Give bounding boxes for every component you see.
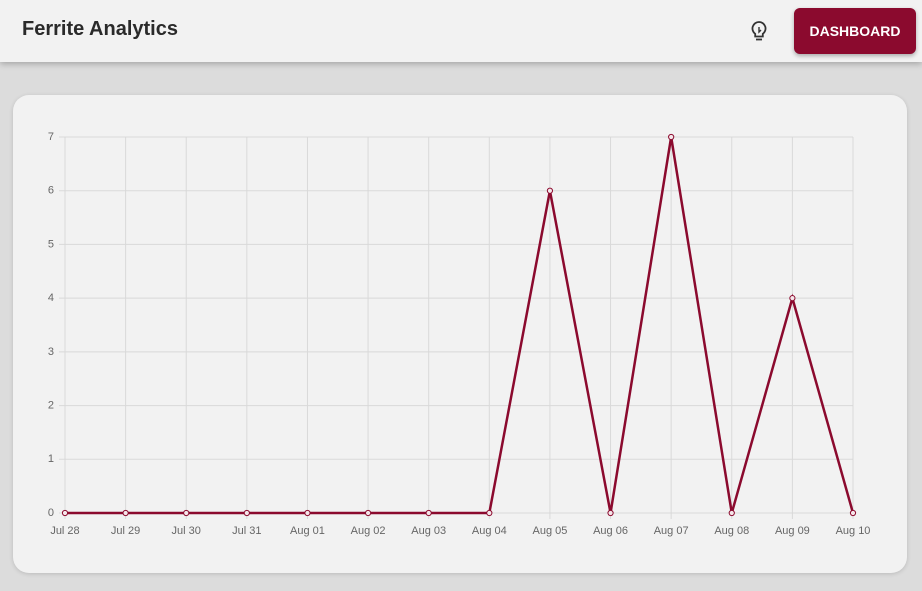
data-point (122, 509, 129, 517)
y-tick-label: 5 (48, 238, 54, 250)
y-tick-label: 7 (48, 131, 54, 143)
dashboard-button[interactable]: DASHBOARD (794, 8, 916, 54)
data-point (668, 133, 675, 141)
x-tick-label: Aug 01 (290, 525, 325, 537)
x-tick-label: Aug 04 (472, 525, 507, 537)
x-tick-label: Aug 05 (532, 525, 567, 537)
data-point (849, 509, 857, 517)
x-tick-label: Jul 30 (172, 525, 201, 537)
data-point (546, 187, 554, 194)
theme-toggle[interactable] (748, 20, 770, 42)
data-point (61, 509, 69, 517)
x-tick-label: Aug 10 (836, 525, 871, 537)
x-tick-label: Aug 06 (593, 525, 628, 537)
data-point (789, 295, 796, 302)
header: Ferrite Analytics DASHBOARD (0, 0, 922, 62)
x-tick-label: Jul 29 (111, 525, 140, 537)
data-point (607, 509, 614, 517)
data-point (425, 509, 432, 517)
chart-card (13, 95, 907, 573)
data-point (183, 509, 190, 517)
data-line (65, 136, 855, 515)
x-tick-label: Aug 03 (411, 525, 446, 537)
y-tick-label: 6 (48, 185, 54, 197)
y-tick-label: 2 (48, 399, 54, 411)
data-point (243, 509, 250, 517)
data-point (728, 509, 735, 517)
y-tick-label: 3 (48, 346, 54, 358)
x-tick-label: Aug 07 (654, 525, 689, 537)
y-tick-label: 1 (48, 453, 54, 465)
data-point (304, 509, 311, 517)
data-point (364, 509, 372, 517)
x-tick-label: Jul 28 (50, 525, 79, 537)
x-tick-label: Aug 02 (351, 525, 386, 537)
y-tick-label: 4 (48, 292, 54, 304)
data-point (486, 509, 493, 517)
app-title: Ferrite Analytics (22, 18, 178, 40)
x-tick-label: Jul 31 (232, 525, 261, 537)
x-tick-label: Aug 08 (714, 525, 749, 537)
x-tick-label: Aug 09 (775, 525, 810, 537)
y-tick-label: 0 (48, 507, 54, 519)
